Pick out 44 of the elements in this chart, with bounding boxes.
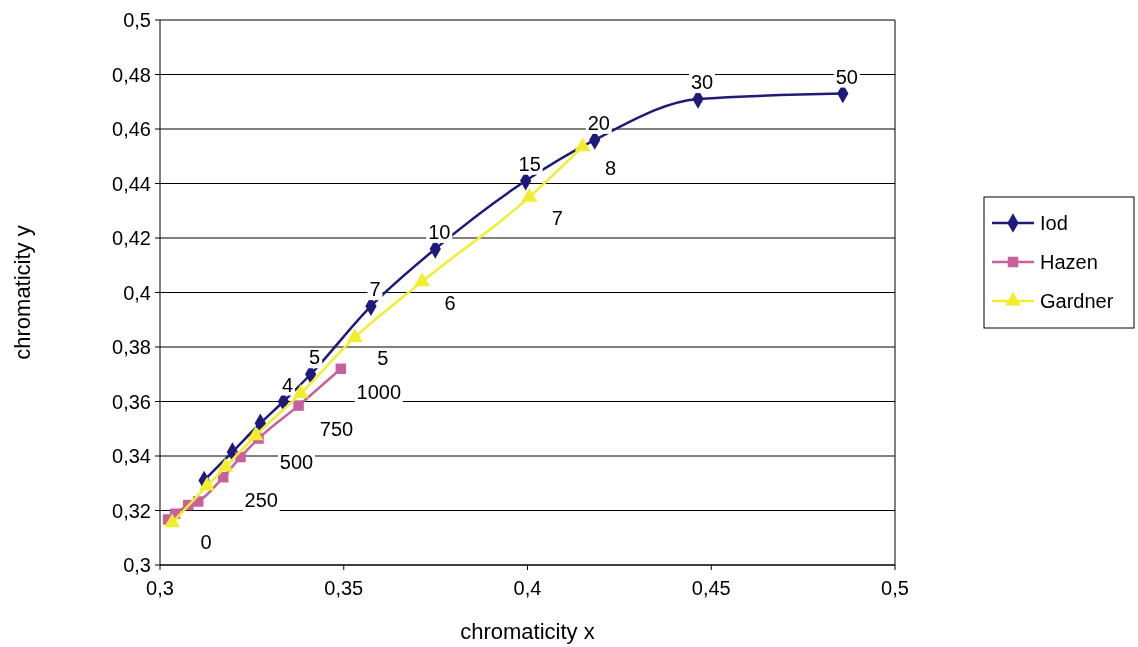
annotation: 4 (281, 373, 294, 396)
y-tick-label: 0,5 (123, 9, 151, 31)
point (293, 400, 304, 411)
x-tick-label: 0,5 (881, 577, 909, 599)
x-tick-label: 0,3 (146, 577, 174, 599)
x-tick-label: 0,35 (324, 577, 364, 599)
point (247, 426, 264, 441)
annotation: 1000 (356, 380, 402, 403)
x-axis-title: chromaticity x (460, 619, 595, 644)
annotation: 20 (587, 111, 610, 134)
point (346, 328, 363, 343)
annotation: 6 (444, 291, 456, 314)
y-axis-title: chromaticity y (10, 225, 35, 360)
annotation: 7 (551, 207, 563, 230)
y-tick-label: 0,46 (112, 118, 151, 140)
point (414, 272, 430, 287)
annotation: 8 (605, 156, 617, 179)
y-tick-label: 0,48 (112, 63, 151, 86)
annotation: 30 (690, 71, 714, 94)
legend-label: Gardner (1040, 290, 1114, 312)
annotation: 0 (200, 531, 212, 554)
point (574, 137, 591, 152)
x-tick-label: 0,4 (513, 577, 542, 599)
annotation: 250 (244, 489, 278, 512)
annotation: 10 (428, 220, 451, 243)
x-tick-label: 0,45 (691, 577, 731, 599)
y-tick-label: 0,44 (112, 172, 151, 195)
annotation: 15 (518, 152, 541, 175)
y-tick-label: 0,36 (112, 390, 151, 413)
legend-label: Iod (1040, 212, 1068, 234)
y-tick-label: 0,38 (112, 336, 151, 358)
y-tick-label: 0,4 (123, 281, 151, 304)
annotation: 7 (369, 278, 381, 301)
y-tick-label: 0,42 (112, 227, 151, 249)
annotation: 50 (835, 65, 858, 88)
legend-label: Hazen (1040, 251, 1098, 273)
y-tick-label: 0,34 (112, 445, 151, 467)
annotation: 5 (377, 347, 389, 370)
y-tick-label: 0,32 (112, 499, 151, 522)
annotation: 750 (319, 417, 354, 440)
annotation: 500 (279, 450, 314, 473)
y-tick-label: 0,3 (123, 554, 151, 576)
annotation: 5 (309, 346, 321, 369)
point (335, 363, 347, 375)
